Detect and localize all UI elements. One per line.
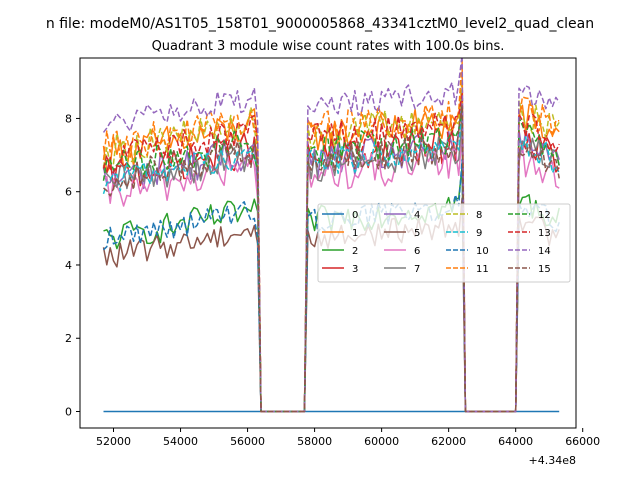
x-tick-label: 60000 [364, 435, 399, 448]
y-tick-label: 0 [65, 406, 72, 419]
series-line-14 [102, 58, 560, 413]
chart-title: Quadrant 3 module wise count rates with … [152, 39, 505, 54]
x-tick-label: 54000 [163, 435, 198, 448]
x-tick-label: 52000 [96, 435, 131, 448]
legend-label-6: 6 [414, 246, 420, 257]
legend-label-15: 15 [538, 264, 551, 275]
legend-label-4: 4 [414, 210, 420, 221]
legend-label-5: 5 [414, 228, 420, 239]
y-tick-label: 8 [65, 112, 72, 125]
legend-label-14: 14 [538, 246, 551, 257]
legend-label-9: 9 [476, 228, 482, 239]
plot-area: 52000 54000 56000 58000 60000 62000 64000 66000… [65, 57, 600, 467]
legend-label-1: 1 [352, 228, 358, 239]
y-tick-label: 4 [65, 259, 72, 272]
legend-frame [317, 203, 571, 283]
x-tick-label: 66000 [565, 435, 600, 448]
x-axis: 52000 54000 56000 58000 60000 62000 64000 66000 [96, 428, 600, 448]
legend-label-11: 11 [476, 264, 489, 275]
y-axis: 0 2 4 6 8 [65, 112, 80, 419]
x-tick-label: 56000 [230, 435, 265, 448]
y-tick-label: 6 [65, 186, 72, 199]
axes-frame [79, 57, 577, 429]
legend-label-0: 0 [352, 210, 358, 221]
legend-label-3: 3 [352, 264, 358, 275]
y-tick-label: 2 [65, 332, 72, 345]
legend-label-10: 10 [476, 246, 489, 257]
legend-label-13: 13 [538, 228, 551, 239]
figure-suptitle: n file: modeM0/AS1T05_158T01_9000005868_… [46, 16, 594, 32]
legend-label-7: 7 [414, 264, 420, 275]
legend-label-8: 8 [476, 210, 482, 221]
x-tick-label: 62000 [431, 435, 466, 448]
x-tick-label: 58000 [297, 435, 332, 448]
legend-label-2: 2 [352, 246, 358, 257]
x-tick-label: 64000 [498, 435, 533, 448]
x-offset-label: +4.34e8 [529, 454, 576, 467]
series-line-15 [103, 104, 560, 413]
series-line-11 [102, 59, 560, 413]
series-line-12 [102, 109, 560, 413]
legend-label-12: 12 [538, 210, 551, 221]
